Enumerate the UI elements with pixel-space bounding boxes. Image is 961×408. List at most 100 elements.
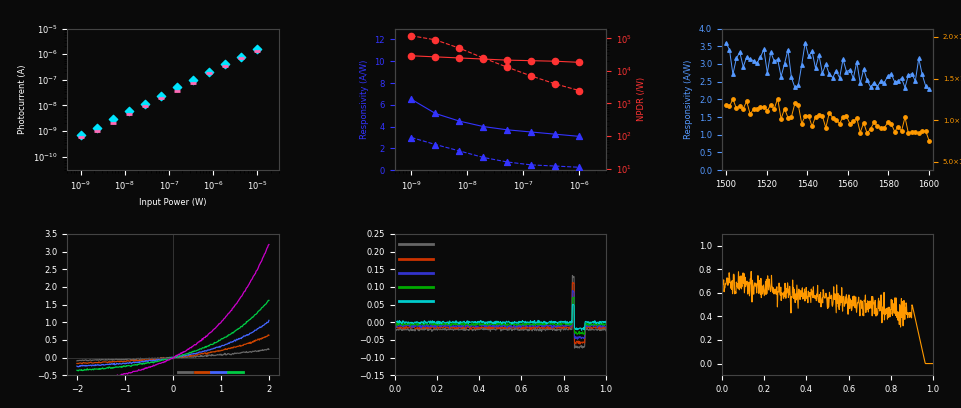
Point	[725, 95, 740, 102]
Point	[105, 120, 120, 126]
Point	[727, 55, 743, 62]
Point	[250, 48, 265, 54]
Point	[749, 60, 764, 67]
Point	[547, 163, 562, 169]
Point	[890, 124, 905, 130]
X-axis label: Input Power (W): Input Power (W)	[139, 198, 207, 207]
Point	[452, 118, 467, 124]
Point	[499, 57, 514, 63]
Point	[201, 69, 216, 75]
Point	[762, 49, 777, 55]
Point	[547, 81, 562, 87]
Point	[727, 105, 743, 112]
Point	[797, 113, 812, 119]
Point	[766, 58, 781, 64]
Point	[807, 113, 823, 120]
Point	[105, 116, 120, 122]
Point	[893, 75, 908, 82]
Point	[827, 116, 843, 123]
Point	[803, 48, 819, 54]
Point	[899, 130, 915, 137]
Point	[779, 114, 795, 121]
Y-axis label: Responsivity (A/W): Responsivity (A/W)	[359, 60, 368, 139]
Point	[776, 60, 792, 67]
Point	[917, 83, 932, 89]
Point	[886, 129, 901, 135]
Point	[547, 58, 562, 64]
Point	[745, 106, 760, 113]
Point	[903, 71, 919, 77]
Point	[855, 120, 871, 126]
Point	[523, 73, 538, 79]
Point	[475, 56, 490, 62]
Point	[452, 45, 467, 51]
Point	[841, 67, 856, 73]
Point	[817, 61, 832, 68]
Point	[452, 148, 467, 154]
Point	[755, 46, 771, 53]
Point	[250, 45, 265, 52]
Point	[725, 71, 740, 78]
Point	[769, 95, 784, 102]
Point	[897, 84, 912, 91]
Y-axis label: Photocurrent (A): Photocurrent (A)	[18, 64, 27, 134]
Point	[428, 141, 443, 148]
Point	[185, 76, 201, 83]
Point	[841, 120, 856, 127]
Point	[742, 56, 757, 62]
Point	[906, 129, 922, 136]
Point	[831, 75, 847, 81]
Point	[821, 109, 836, 116]
Point	[786, 84, 801, 91]
Point	[803, 123, 819, 130]
Point	[762, 102, 777, 108]
Point	[869, 123, 884, 129]
Point	[776, 106, 792, 112]
Point	[571, 59, 586, 66]
Point	[825, 74, 840, 81]
Point	[790, 82, 805, 89]
Point	[897, 114, 912, 120]
Point	[201, 70, 216, 77]
Point	[851, 80, 867, 86]
Point	[523, 129, 538, 135]
Point	[903, 129, 919, 135]
Point	[831, 120, 847, 127]
Point	[428, 110, 443, 117]
Point	[499, 64, 514, 71]
Point	[769, 56, 784, 62]
Point	[404, 96, 419, 102]
Point	[121, 108, 136, 114]
Point	[845, 118, 860, 124]
Point	[862, 84, 877, 90]
Point	[825, 114, 840, 121]
Point	[89, 124, 105, 131]
Point	[773, 116, 788, 122]
Point	[428, 53, 443, 60]
Point	[234, 55, 249, 62]
Point	[873, 124, 888, 131]
Point	[571, 164, 586, 171]
Point	[849, 58, 864, 65]
Point	[759, 70, 775, 76]
Point	[731, 49, 747, 55]
Point	[862, 126, 877, 132]
Point	[879, 119, 895, 126]
Point	[404, 33, 419, 39]
Point	[858, 77, 874, 84]
Point	[153, 95, 168, 101]
Point	[773, 73, 788, 80]
Point	[801, 113, 816, 119]
Point	[810, 112, 825, 118]
Point	[755, 103, 771, 110]
Point	[571, 133, 586, 140]
Point	[807, 65, 823, 71]
Point	[855, 66, 871, 72]
Point	[73, 134, 88, 141]
Point	[783, 113, 799, 120]
Point	[169, 87, 185, 94]
Point	[752, 54, 767, 60]
Point	[745, 58, 760, 64]
Point	[797, 39, 812, 46]
Point	[866, 80, 881, 86]
